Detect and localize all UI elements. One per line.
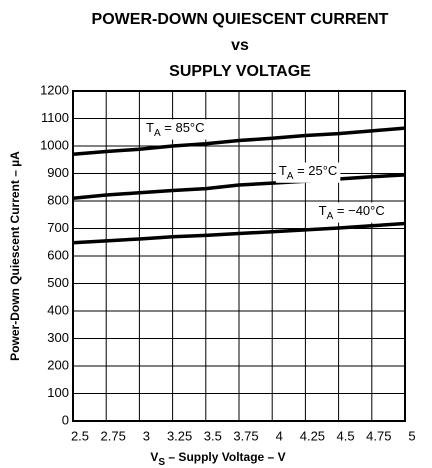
series-label-rest: = 25°C [293,164,337,179]
plot-frame [72,90,406,422]
series-label: TA = 25°C [279,164,338,182]
x-tick-label: 3.75 [233,428,258,443]
y-tick-label: 600 [47,247,69,262]
x-tick-label: 2.5 [71,428,89,443]
y-tick-label: 700 [47,220,69,235]
y-axis-label: Power-Down Quiescent Current – µA [8,151,22,361]
x-tick-label: 5 [408,428,415,443]
chart-title: SUPPLY VOLTAGE [169,63,311,80]
y-tick-label: 800 [47,192,69,207]
series-label: TA = 85°C [146,120,205,138]
y-tick-label: 100 [47,385,69,400]
x-axis-label-main: V [150,450,158,464]
x-tick-label: 4.75 [366,428,391,443]
series-label-sub: A [154,128,161,139]
chart-title: vs [231,37,249,54]
chart-title: POWER-DOWN QUIESCENT CURRENT [92,11,389,28]
series-label-bg [143,119,208,140]
x-tick-label: 4 [276,428,283,443]
series-label-bg [275,162,341,183]
series-label-sub: A [327,211,334,222]
series-label-rest: = −40°C [333,203,384,218]
x-axis-label-sub: S [158,457,165,468]
series-label-bg [315,202,388,223]
y-tick-label: 200 [47,357,69,372]
x-tick-label: 4.5 [337,428,355,443]
series-label-rest: = 85°C [161,120,205,135]
y-tick-label: 1200 [40,82,69,97]
series-line [72,221,406,245]
y-tick-label: 500 [47,275,69,290]
y-tick-label: 0 [62,412,69,427]
y-tick-label: 900 [47,165,69,180]
series-label-main: T [146,120,154,135]
x-tick-label: 4.25 [300,428,325,443]
y-tick-label: 400 [47,302,69,317]
x-tick-label: 3 [143,428,150,443]
series-label: TA = −40°C [319,203,385,221]
series-label-sub: A [287,171,294,182]
y-tick-label: 1100 [41,110,69,125]
series-line [72,126,406,156]
y-tick-label: 1000 [40,137,69,152]
x-tick-label: 3.25 [167,428,192,443]
x-axis-label-rest: – Supply Voltage – V [165,450,285,464]
x-tick-label: 2.75 [101,428,126,443]
series-line [72,173,406,200]
x-axis-label: VS – Supply Voltage – V [150,450,285,467]
series-label-main: T [319,203,327,218]
series-label-main: T [279,164,287,179]
x-tick-label: 3.5 [204,428,222,443]
y-tick-label: 300 [47,330,69,345]
